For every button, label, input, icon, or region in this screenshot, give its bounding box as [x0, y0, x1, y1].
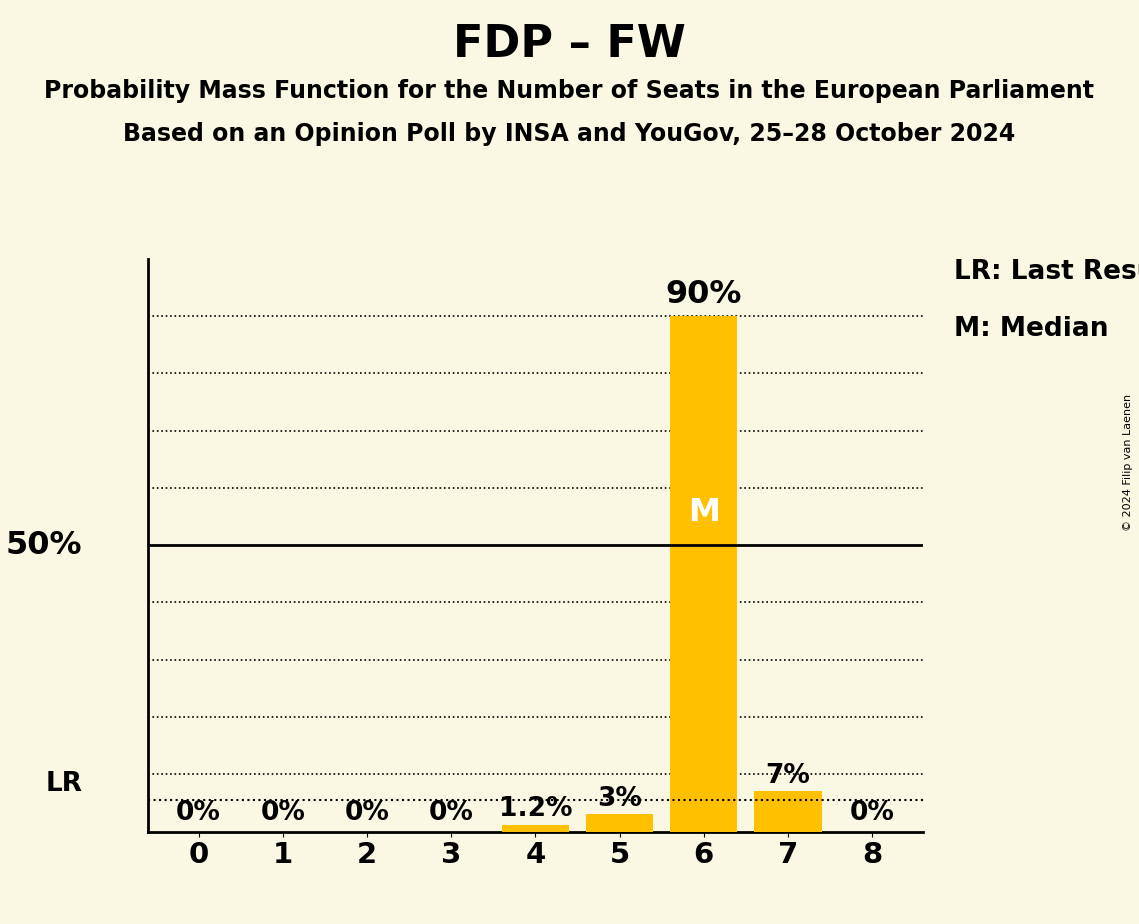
Text: 0%: 0%: [261, 800, 305, 826]
Text: © 2024 Filip van Laenen: © 2024 Filip van Laenen: [1123, 394, 1133, 530]
Text: 0%: 0%: [344, 800, 390, 826]
Bar: [585, 814, 653, 832]
Text: 0%: 0%: [850, 800, 894, 826]
Text: 90%: 90%: [665, 279, 741, 310]
Text: FDP – FW: FDP – FW: [453, 23, 686, 67]
Text: 0%: 0%: [428, 800, 474, 826]
Text: 7%: 7%: [765, 762, 810, 789]
Text: 50%: 50%: [6, 529, 82, 561]
Text: 0%: 0%: [177, 800, 221, 826]
Text: LR: LR: [46, 772, 82, 797]
Text: 1.2%: 1.2%: [499, 796, 572, 821]
Text: Probability Mass Function for the Number of Seats in the European Parliament: Probability Mass Function for the Number…: [44, 79, 1095, 103]
Bar: [670, 316, 737, 832]
Bar: [754, 792, 821, 832]
Text: M: M: [688, 497, 720, 528]
Text: Based on an Opinion Poll by INSA and YouGov, 25–28 October 2024: Based on an Opinion Poll by INSA and You…: [123, 122, 1016, 146]
Text: M: Median: M: Median: [953, 316, 1108, 342]
Text: LR: Last Result: LR: Last Result: [953, 259, 1139, 285]
Text: 3%: 3%: [597, 785, 642, 811]
Bar: [501, 825, 570, 832]
